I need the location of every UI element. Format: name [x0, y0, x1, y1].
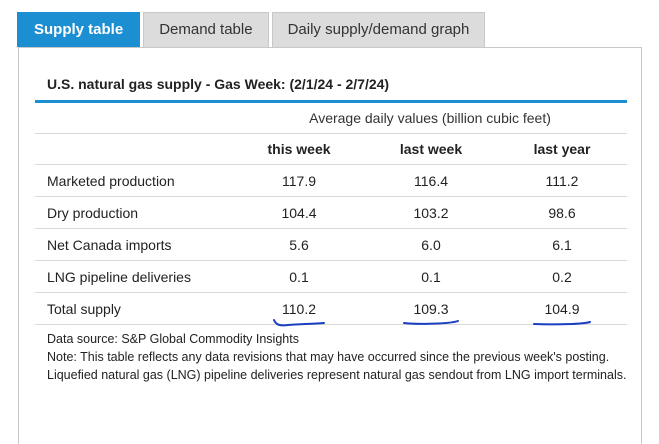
cell-last-year: 0.2 — [552, 268, 572, 285]
cell-last-year: 6.1 — [552, 236, 572, 253]
row-label: Dry production — [47, 204, 139, 221]
supply-table: Average daily values (billion cubic feet… — [35, 103, 627, 326]
cell-last-year: 111.2 — [545, 172, 579, 189]
table-title: U.S. natural gas supply - Gas Week: (2/1… — [47, 76, 390, 92]
cell-last-year: 98.6 — [548, 204, 576, 221]
cell-this-week: 0.1 — [289, 268, 309, 285]
table-row-lng-pipeline-deliveries: LNG pipeline deliveries 0.1 0.1 0.2 — [35, 261, 627, 293]
title-divider — [35, 100, 627, 103]
row-label: Marketed production — [47, 172, 175, 189]
data-source-note: Data source: S&P Global Commodity Insigh… — [47, 332, 299, 346]
cell-last-year: 104.9 — [497, 300, 627, 325]
tab-daily-supply-demand-graph[interactable]: Daily supply/demand graph — [271, 12, 486, 47]
cell-this-week: 117.9 — [282, 172, 316, 189]
column-header-row: this week last week last year — [35, 134, 627, 165]
cell-this-week: 110.2 — [233, 300, 365, 326]
cell-last-week: 109.3 — [365, 300, 497, 325]
table-subheading-row: Average daily values (billion cubic feet… — [35, 103, 627, 134]
supply-table-panel: U.S. natural gas supply - Gas Week: (2/1… — [18, 47, 642, 444]
units-subheading: Average daily values (billion cubic feet… — [309, 110, 551, 126]
handwritten-underline-mark — [403, 319, 459, 325]
cell-last-week: 0.1 — [421, 268, 441, 285]
table-row-marketed-production: Marketed production 117.9 116.4 111.2 — [35, 165, 627, 197]
cell-this-week: 104.4 — [281, 204, 317, 221]
tab-supply-table[interactable]: Supply table — [17, 12, 141, 47]
cell-value: 109.3 — [413, 300, 449, 317]
cell-value: 104.9 — [544, 300, 580, 317]
table-row-dry-production: Dry production 104.4 103.2 98.6 — [35, 197, 627, 229]
column-header-last-week: last week — [399, 141, 463, 157]
cell-last-week: 116.4 — [414, 172, 448, 189]
cell-value: 110.2 — [282, 300, 316, 317]
row-label: Total supply — [47, 300, 121, 317]
handwritten-underline-mark — [533, 320, 591, 325]
tab-bar: Supply table Demand table Daily supply/d… — [17, 12, 486, 47]
handwritten-underline-mark — [273, 318, 325, 326]
cell-last-week: 103.2 — [413, 204, 449, 221]
revision-note: Note: This table reflects any data revis… — [47, 350, 627, 382]
column-header-this-week: this week — [267, 141, 331, 157]
cell-last-week: 6.0 — [421, 236, 441, 253]
row-label: LNG pipeline deliveries — [47, 268, 191, 285]
table-notes: Data source: S&P Global Commodity Insigh… — [47, 330, 637, 384]
tab-demand-table[interactable]: Demand table — [143, 12, 269, 47]
row-label: Net Canada imports — [47, 236, 172, 253]
cell-this-week: 5.6 — [289, 236, 309, 253]
table-row-total-supply: Total supply 110.2 109.3 104.9 — [35, 293, 627, 326]
column-header-last-year: last year — [533, 141, 591, 157]
table-row-net-canada-imports: Net Canada imports 5.6 6.0 6.1 — [35, 229, 627, 261]
